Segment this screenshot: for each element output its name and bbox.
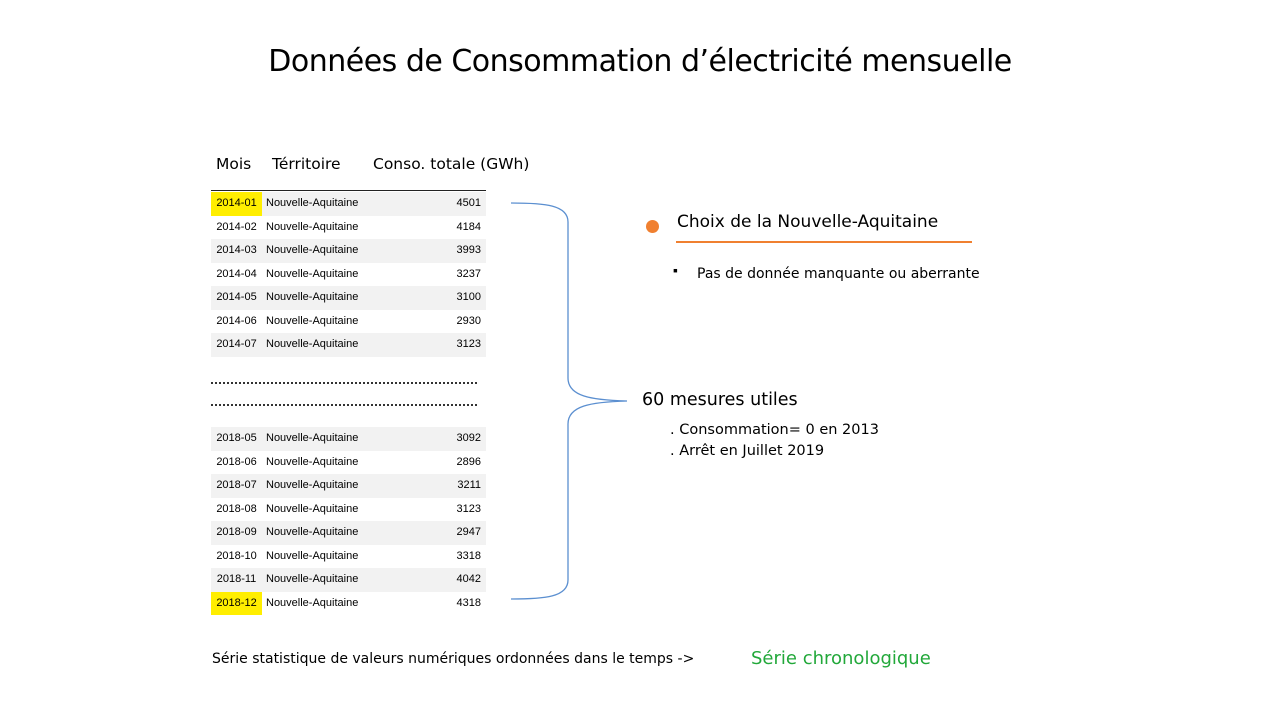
cell-mois: 2014-02 bbox=[216, 220, 257, 233]
table-row: 2018-07 Nouvelle-Aquitaine 3211 bbox=[211, 474, 486, 498]
table-row: 2014-04 Nouvelle-Aquitaine 3237 bbox=[211, 263, 486, 287]
cell-conso: 4501 bbox=[456, 197, 481, 209]
header-conso: Conso. totale (GWh) bbox=[373, 155, 530, 173]
cell-conso: 3993 bbox=[456, 244, 481, 256]
cell-mois: 2014-01 bbox=[211, 192, 262, 216]
choix-underline bbox=[676, 241, 972, 243]
cell-territoire: Nouvelle-Aquitaine bbox=[266, 291, 359, 303]
cell-mois: 2014-03 bbox=[216, 244, 257, 256]
cell-conso: 2947 bbox=[456, 526, 481, 538]
note-arret: . Arrêt en Juillet 2019 bbox=[670, 443, 825, 459]
cell-territoire: Nouvelle-Aquitaine bbox=[266, 479, 359, 491]
choix-point: Pas de donnée manquante ou aberrante bbox=[697, 266, 980, 282]
header-divider bbox=[211, 190, 486, 191]
cell-conso: 2896 bbox=[456, 455, 481, 468]
table-row: 2018-12 Nouvelle-Aquitaine 4318 bbox=[211, 591, 486, 615]
note-consommation: . Consommation= 0 en 2013 bbox=[670, 422, 879, 438]
table-row: 2014-06 Nouvelle-Aquitaine 2930 bbox=[211, 310, 486, 334]
cell-conso: 3092 bbox=[456, 432, 481, 444]
cell-territoire: Nouvelle-Aquitaine bbox=[266, 197, 359, 209]
cell-mois: 2014-04 bbox=[216, 267, 257, 280]
mesures-heading: 60 mesures utiles bbox=[642, 390, 798, 410]
cell-territoire: Nouvelle-Aquitaine bbox=[266, 244, 359, 256]
cell-territoire: Nouvelle-Aquitaine bbox=[266, 338, 359, 350]
ellipsis-divider-1 bbox=[211, 382, 477, 384]
cell-mois: 2018-10 bbox=[216, 549, 257, 562]
table-row: 2014-05 Nouvelle-Aquitaine 3100 bbox=[211, 286, 486, 310]
ellipsis-divider-2 bbox=[211, 404, 477, 406]
cell-mois: 2018-09 bbox=[216, 526, 257, 538]
cell-conso: 4184 bbox=[456, 220, 481, 233]
table-row: 2018-10 Nouvelle-Aquitaine 3318 bbox=[211, 545, 486, 569]
slide-title: Données de Consommation d’électricité me… bbox=[268, 44, 1012, 79]
table-row: 2014-01 Nouvelle-Aquitaine 4501 bbox=[211, 192, 486, 216]
table-row: 2018-06 Nouvelle-Aquitaine 2896 bbox=[211, 451, 486, 475]
cell-mois: 2014-07 bbox=[216, 338, 257, 350]
cell-territoire: Nouvelle-Aquitaine bbox=[266, 573, 359, 585]
cell-mois: 2018-08 bbox=[216, 502, 257, 515]
cell-conso: 3211 bbox=[457, 479, 481, 491]
cell-conso: 2930 bbox=[456, 314, 481, 327]
cell-conso: 3123 bbox=[456, 338, 481, 350]
cell-mois: 2014-05 bbox=[216, 291, 257, 303]
header-territoire: Térritoire bbox=[272, 155, 341, 173]
table-row: 2014-02 Nouvelle-Aquitaine 4184 bbox=[211, 216, 486, 240]
table-top: 2014-01 Nouvelle-Aquitaine 4501 2014-02 Nouv… bbox=[211, 192, 486, 357]
cell-territoire: Nouvelle-Aquitaine bbox=[266, 596, 359, 609]
cell-mois: 2014-06 bbox=[216, 314, 257, 327]
cell-mois: 2018-07 bbox=[216, 479, 257, 491]
cell-mois: 2018-12 bbox=[211, 591, 262, 615]
table-row: 2018-05 Nouvelle-Aquitaine 3092 bbox=[211, 427, 486, 451]
cell-conso: 3318 bbox=[456, 549, 481, 562]
orange-bullet-icon bbox=[646, 220, 659, 233]
cell-territoire: Nouvelle-Aquitaine bbox=[266, 549, 359, 562]
cell-conso: 3237 bbox=[456, 267, 481, 280]
cell-territoire: Nouvelle-Aquitaine bbox=[266, 220, 359, 233]
cell-conso: 3100 bbox=[456, 291, 481, 303]
cell-mois: 2018-05 bbox=[216, 432, 257, 444]
cell-territoire: Nouvelle-Aquitaine bbox=[266, 432, 359, 444]
cell-conso: 3123 bbox=[456, 502, 481, 515]
table-row: 2018-11 Nouvelle-Aquitaine 4042 bbox=[211, 568, 486, 592]
cell-conso: 4042 bbox=[456, 573, 481, 585]
cell-conso: 4318 bbox=[456, 596, 481, 609]
table-bottom: 2018-05 Nouvelle-Aquitaine 3092 2018-06 Nouv… bbox=[211, 427, 486, 615]
table-row: 2014-07 Nouvelle-Aquitaine 3123 bbox=[211, 333, 486, 357]
cell-territoire: Nouvelle-Aquitaine bbox=[266, 314, 359, 327]
cell-territoire: Nouvelle-Aquitaine bbox=[266, 526, 359, 538]
cell-mois: 2018-06 bbox=[216, 455, 257, 468]
table-row: 2018-09 Nouvelle-Aquitaine 2947 bbox=[211, 521, 486, 545]
footer-highlight: Série chronologique bbox=[751, 648, 931, 669]
table-row: 2018-08 Nouvelle-Aquitaine 3123 bbox=[211, 498, 486, 522]
header-mois: Mois bbox=[216, 155, 252, 173]
cell-territoire: Nouvelle-Aquitaine bbox=[266, 267, 359, 280]
footer-text: Série statistique de valeurs numériques … bbox=[212, 651, 695, 667]
square-bullet-icon: ▪ bbox=[673, 262, 678, 278]
choix-heading: Choix de la Nouvelle-Aquitaine bbox=[677, 212, 939, 232]
cell-mois: 2018-11 bbox=[216, 573, 257, 585]
cell-territoire: Nouvelle-Aquitaine bbox=[266, 455, 359, 468]
cell-territoire: Nouvelle-Aquitaine bbox=[266, 502, 359, 515]
table-row: 2014-03 Nouvelle-Aquitaine 3993 bbox=[211, 239, 486, 263]
